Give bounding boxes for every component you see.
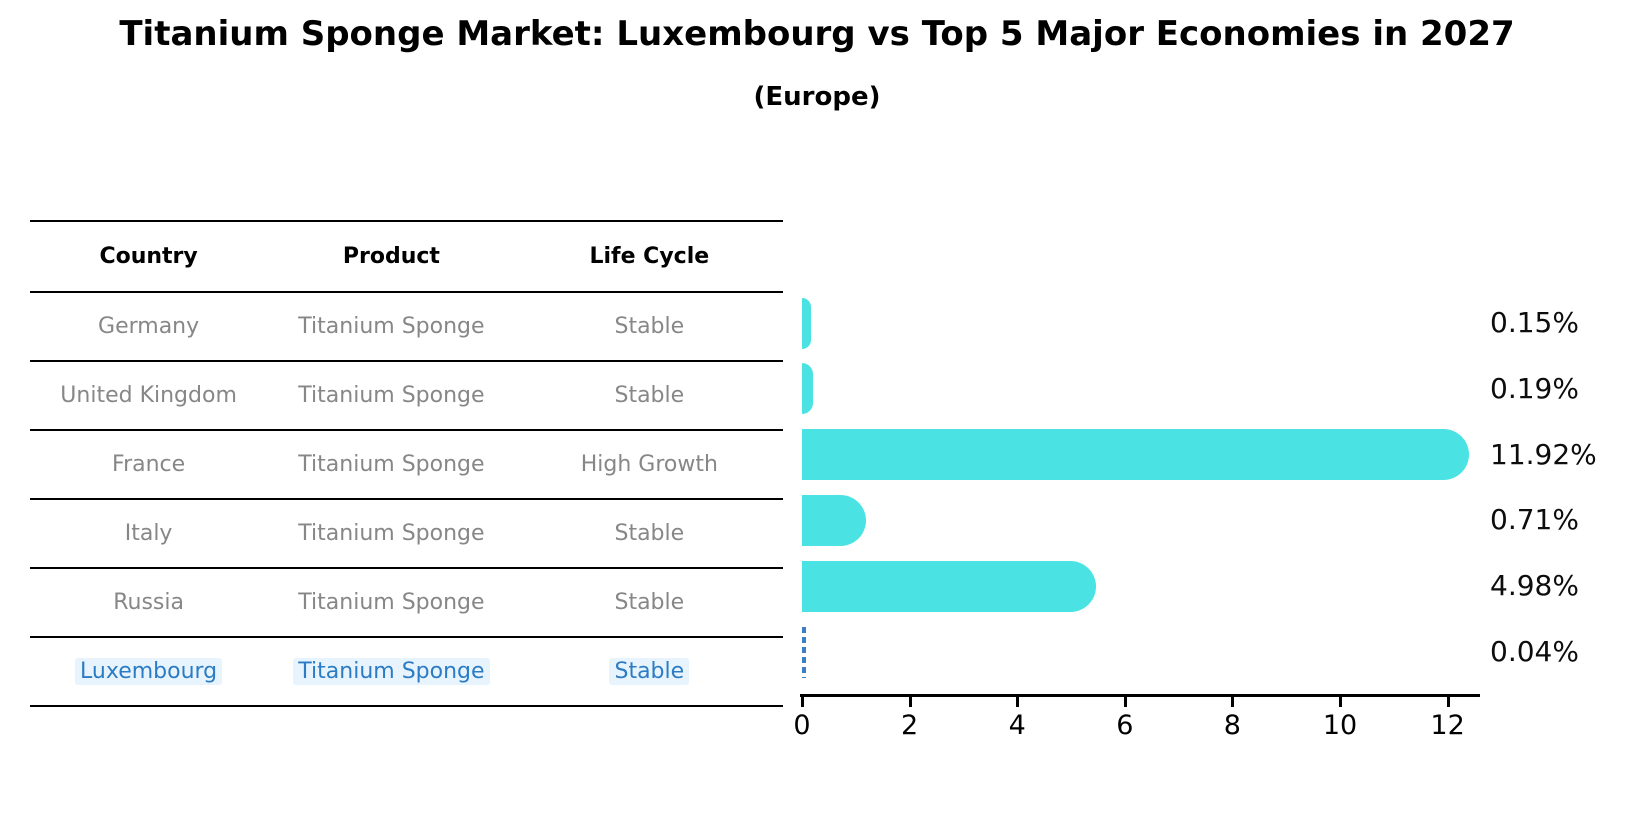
table-cell-text: Stable: [609, 658, 690, 685]
value-label: 0.71%: [1490, 503, 1579, 537]
table-cell-text: Luxembourg: [75, 658, 223, 685]
table-cell-country: France: [30, 452, 267, 477]
table-cell-country: Russia: [30, 590, 267, 615]
value-label: 11.92%: [1490, 437, 1597, 471]
value-label: 0.19%: [1490, 371, 1579, 405]
value-label: 4.98%: [1490, 569, 1579, 603]
table-row: Germany Titanium Sponge Stable: [30, 293, 783, 362]
table-cell-text: Stable: [614, 383, 685, 408]
table-cell-text: Stable: [614, 314, 685, 339]
data-table: Country Product Life Cycle Germany Titani…: [30, 220, 783, 707]
table-cell-product: Titanium Sponge: [267, 521, 515, 546]
chart-subtitle: (Europe): [753, 82, 881, 112]
table-cell-text: Titanium Sponge: [293, 658, 490, 685]
x-axis-tick: [1123, 696, 1127, 707]
value-label: 0.04%: [1490, 635, 1579, 668]
table-cell-text: Germany: [98, 314, 200, 339]
table-row: Italy Titanium Sponge Stable: [30, 500, 783, 569]
x-axis-tick: [801, 696, 804, 707]
table-cell-text: Italy: [124, 521, 173, 546]
table-row-highlighted: Luxembourg Titanium Sponge Stable: [30, 638, 783, 707]
table-cell-country: United Kingdom: [30, 383, 267, 408]
table-cell-life-cycle: Stable: [516, 521, 783, 546]
table-cell-life-cycle: Stable: [516, 658, 783, 685]
x-axis-line: [800, 694, 1480, 697]
table-row: Russia Titanium Sponge Stable: [30, 569, 783, 638]
table-cell-text: Titanium Sponge: [298, 383, 485, 408]
table-cell-text: Russia: [113, 590, 184, 615]
table-cell-product: Titanium Sponge: [267, 383, 515, 408]
x-axis-tick: [1339, 696, 1342, 707]
table-cell-life-cycle: Stable: [516, 383, 783, 408]
x-axis-tick-label: 12: [1430, 710, 1465, 741]
table-cell-text: Titanium Sponge: [298, 314, 485, 339]
table-header-row: Country Product Life Cycle: [30, 222, 783, 293]
x-axis-tick: [1446, 696, 1450, 707]
x-axis-tick-label: 4: [1008, 710, 1026, 741]
table-body: Germany Titanium Sponge Stable United Kingd…: [30, 293, 783, 707]
table-cell-life-cycle: Stable: [516, 314, 783, 339]
bar-united-kingdom: [802, 363, 814, 415]
table-cell-product: Titanium Sponge: [267, 314, 515, 339]
table-cell-text: Stable: [614, 521, 685, 546]
column-header-country: Country: [99, 244, 198, 269]
table-cell-country: Germany: [30, 314, 267, 339]
table-cell-country: Luxembourg: [30, 658, 267, 685]
x-axis-tick: [1016, 696, 1020, 707]
table-cell-text: High Growth: [580, 452, 718, 477]
bar-russia: [802, 560, 1096, 612]
x-axis-tick-label: 2: [901, 710, 919, 741]
table-cell-text: United Kingdom: [60, 383, 237, 408]
x-axis-tick-label: 6: [1116, 710, 1134, 741]
table-cell-country: Italy: [30, 521, 267, 546]
table-row: France Titanium Sponge High Growth: [30, 431, 783, 500]
table-row: United Kingdom Titanium Sponge Stable: [30, 362, 783, 431]
table-cell-life-cycle: High Growth: [516, 452, 783, 477]
bar-highlighted-dashed: [802, 626, 806, 678]
table-cell-text: Titanium Sponge: [298, 521, 485, 546]
column-header-life-cycle: Life Cycle: [589, 244, 710, 269]
bar-italy: [802, 494, 867, 546]
bar-germany: [802, 297, 812, 349]
table-cell-product: Titanium Sponge: [267, 658, 515, 685]
column-header-product: Product: [342, 244, 440, 269]
table-cell-text: France: [112, 452, 186, 477]
x-axis-tick: [908, 696, 912, 707]
table-cell-product: Titanium Sponge: [267, 452, 515, 477]
table-cell-product: Titanium Sponge: [267, 590, 515, 615]
x-axis-tick: [1231, 696, 1235, 707]
table-cell-life-cycle: Stable: [516, 590, 783, 615]
bar-france: [802, 429, 1470, 481]
x-axis-tick-label: 10: [1322, 710, 1358, 741]
x-axis-tick-label: 0: [793, 710, 811, 741]
table-cell-text: Titanium Sponge: [298, 590, 485, 615]
chart-title: Titanium Sponge Market: Luxembourg vs To…: [119, 14, 1515, 54]
value-label: 0.15%: [1490, 306, 1579, 339]
table-cell-text: Titanium Sponge: [298, 452, 485, 477]
table-cell-text: Stable: [614, 590, 685, 615]
x-axis-tick-label: 8: [1223, 710, 1241, 741]
